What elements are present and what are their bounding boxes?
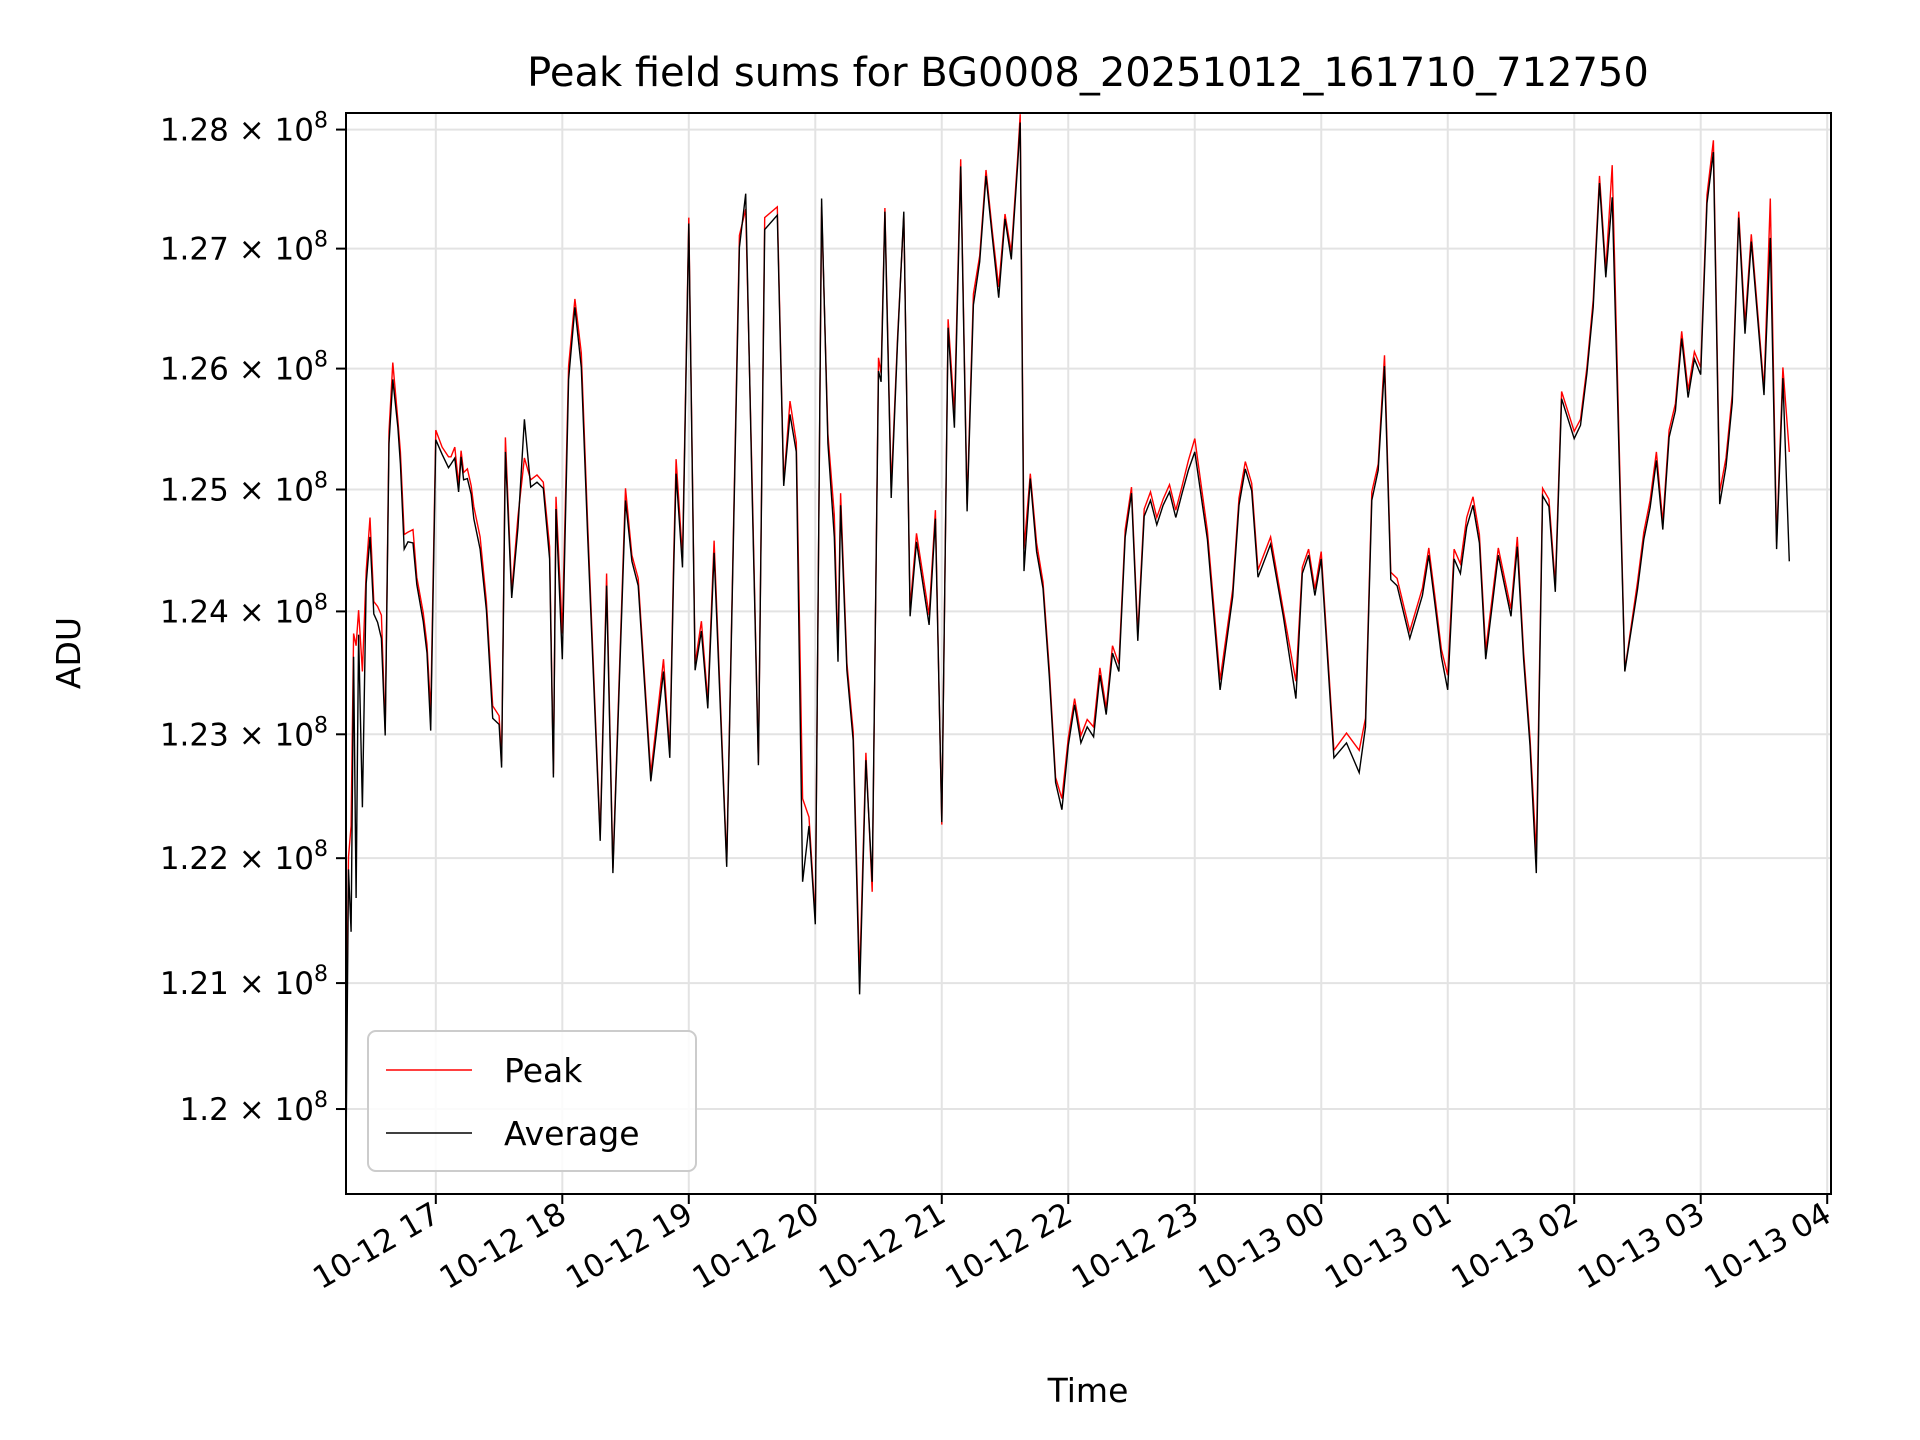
y-tick-mantissa: 1.23 (160, 717, 239, 753)
legend-label-average: Average (504, 1114, 640, 1153)
x-tick-label: 10-12 20 (687, 1196, 826, 1297)
y-tick-mantissa: 1.24 (160, 594, 239, 630)
y-tick-label: 1.27 × 108 (160, 228, 328, 268)
x-tick-label: 10-12 23 (1066, 1196, 1205, 1297)
y-tick-exponent: 8 (314, 469, 328, 494)
y-tick-mantissa: 1.2 (180, 1092, 239, 1128)
y-tick-label: 1.26 × 108 (160, 348, 328, 388)
y-tick-label: 1.23 × 108 (160, 713, 328, 753)
y-tick-mantissa: 1.25 (160, 473, 239, 509)
y-tick-exponent: 8 (314, 228, 328, 253)
y-tick-mantissa: 1.26 (160, 352, 239, 388)
y-tick-mantissa: 1.28 (160, 113, 239, 149)
x-tick-label: 10-13 03 (1572, 1196, 1711, 1297)
chart-title: Peak field sums for BG0008_20251012_1617… (527, 50, 1649, 96)
y-tick-label: 1.28 × 108 (160, 109, 328, 149)
y-tick-mantissa: 1.22 (160, 841, 239, 877)
x-tick-label: 10-12 18 (434, 1196, 573, 1297)
x-tick-label: 10-13 02 (1446, 1196, 1585, 1297)
series-line-average (345, 122, 1790, 1156)
y-tick-base: × 10 (239, 966, 314, 1002)
y-tick-mantissa: 1.27 (160, 232, 239, 268)
y-tick-label: 1.25 × 108 (160, 469, 328, 509)
y-tick-label: 1.22 × 108 (160, 837, 328, 877)
y-tick-base: × 10 (239, 352, 314, 388)
grid (346, 113, 1831, 1194)
y-tick-exponent: 8 (314, 962, 328, 987)
series-lines (345, 114, 1790, 1156)
y-tick-exponent: 8 (314, 837, 328, 862)
y-tick-mantissa: 1.21 (160, 966, 239, 1002)
x-axis-title: Time (1047, 1371, 1129, 1410)
y-tick-label: 1.21 × 108 (160, 962, 328, 1002)
y-tick-label: 1.24 × 108 (160, 590, 328, 630)
y-tick-exponent: 8 (314, 1088, 328, 1113)
y-tick-exponent: 8 (314, 590, 328, 615)
x-tick-label: 10-12 22 (940, 1196, 1079, 1297)
x-tick-label: 10-13 04 (1698, 1196, 1837, 1297)
legend-label-peak: Peak (504, 1051, 583, 1090)
y-tick-exponent: 8 (314, 348, 328, 373)
plot-area-frame (345, 112, 1832, 1195)
y-tick-base: × 10 (239, 113, 314, 149)
y-tick-base: × 10 (239, 232, 314, 268)
y-tick-exponent: 8 (314, 109, 328, 134)
legend-box (367, 1030, 697, 1172)
y-tick-label: 1.2 × 108 (180, 1088, 328, 1128)
y-tick-base: × 10 (239, 594, 314, 630)
x-tick-label: 10-12 19 (560, 1196, 699, 1297)
x-tick-label: 10-13 01 (1319, 1196, 1458, 1297)
x-tick-label: 10-12 21 (813, 1196, 952, 1297)
y-tick-exponent: 8 (314, 713, 328, 738)
y-tick-base: × 10 (239, 717, 314, 753)
x-tick-label: 10-12 17 (307, 1196, 446, 1297)
y-tick-base: × 10 (239, 473, 314, 509)
x-tick-label: 10-13 00 (1193, 1196, 1332, 1297)
y-axis-title: ADU (49, 617, 88, 689)
legend: Peak Average (367, 1030, 697, 1172)
y-tick-base: × 10 (239, 1092, 314, 1128)
y-tick-base: × 10 (239, 841, 314, 877)
